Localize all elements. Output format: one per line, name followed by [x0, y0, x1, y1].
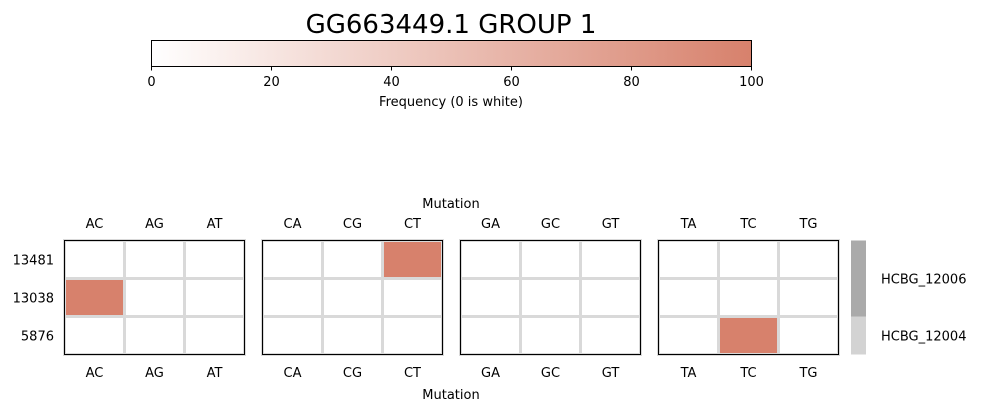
column-label-top: TG [798, 217, 817, 232]
colorbar-tick-label: 80 [623, 75, 640, 90]
heatmap-cell [183, 315, 246, 356]
column-label-bottom: TC [739, 366, 756, 381]
column-label-bottom: AT [207, 366, 223, 381]
heatmap-cell [63, 239, 126, 280]
column-label-bottom: AC [86, 366, 104, 381]
column-label-top: GT [602, 217, 620, 232]
heatmap-cell [321, 315, 384, 356]
column-label-bottom: AG [145, 366, 164, 381]
colorbar-label: Frequency (0 is white) [379, 95, 523, 110]
column-label-bottom: GC [541, 366, 560, 381]
group-bar [851, 316, 866, 355]
panel-frame [658, 240, 839, 355]
row-label: 5876 [21, 330, 54, 345]
group-label: HCBG_12006 [881, 273, 966, 288]
column-label-top: GA [481, 217, 500, 232]
column-label-bottom: TG [798, 366, 817, 381]
colorbar-gradient [151, 40, 752, 67]
heatmap-cell [123, 239, 186, 280]
heatmap-cell [381, 239, 444, 280]
column-label-bottom: CA [284, 366, 302, 381]
heatmap-cell [657, 277, 720, 318]
heatmap-cell [261, 277, 324, 318]
colorbar-tick-label: 20 [263, 75, 280, 90]
colorbar-tick-label: 100 [739, 75, 764, 90]
colorbar-tick-label: 0 [147, 75, 155, 90]
heatmap-cell [63, 277, 126, 318]
heatmap-cell [183, 277, 246, 318]
colorbar-tick-label: 40 [383, 75, 400, 90]
colorbar: 0 20 40 60 80 100 Frequency (0 is white) [147, 40, 764, 110]
heatmap-cell [123, 277, 186, 318]
heatmap-cell [717, 239, 780, 280]
column-label-top: AC [86, 217, 104, 232]
colorbar-tick-label: 60 [503, 75, 520, 90]
heatmap-cell [579, 277, 642, 318]
column-label-top: CA [284, 217, 302, 232]
x-axis-title-bottom: Mutation [422, 388, 479, 403]
column-label-top: CG [343, 217, 362, 232]
heatmap-cell [381, 315, 444, 356]
column-label-top: GC [541, 217, 560, 232]
heatmap-cell [459, 239, 522, 280]
column-label-top: TA [680, 217, 697, 232]
column-label-top: AG [145, 217, 164, 232]
row-label: 13481 [13, 254, 54, 269]
heatmap-cell [519, 239, 582, 280]
column-label-bottom: TA [680, 366, 697, 381]
heatmap-cell [183, 239, 246, 280]
column-label-top: AT [207, 217, 223, 232]
heatmap-panel: TA TA TC TC TG TG [657, 217, 840, 381]
heatmap-cell [381, 277, 444, 318]
chart-title: GG663449.1 GROUP 1 [306, 10, 597, 40]
heatmap-cell [519, 315, 582, 356]
group-label: HCBG_12004 [881, 330, 966, 345]
heatmap-cell [459, 315, 522, 356]
heatmap-cell [321, 239, 384, 280]
heatmap-cell [579, 315, 642, 356]
panel-frame [64, 240, 245, 355]
panel-frame [460, 240, 641, 355]
heatmap-cell [459, 277, 522, 318]
row-label: 13038 [13, 292, 54, 307]
column-label-bottom: GA [481, 366, 500, 381]
heatmap-cell [123, 315, 186, 356]
column-label-bottom: CT [404, 366, 421, 381]
heatmap-panel: GA GA GC GC GT GT [459, 217, 642, 381]
column-label-bottom: CG [343, 366, 362, 381]
column-label-bottom: GT [602, 366, 620, 381]
x-axis-title-top: Mutation [422, 197, 479, 212]
column-label-top: CT [404, 217, 421, 232]
heatmap-cell [777, 277, 840, 318]
heatmap-cell [777, 315, 840, 356]
heatmap-cell [321, 277, 384, 318]
heatmap-cell [657, 239, 720, 280]
panel-frame [262, 240, 443, 355]
heatmap-cell [261, 315, 324, 356]
heatmap-cell [657, 315, 720, 356]
heatmap-cell [519, 277, 582, 318]
heatmap-panel: CA CA CG CG CT CT [261, 217, 444, 381]
heatmap-cell [717, 315, 780, 356]
heatmap-cell [717, 277, 780, 318]
heatmap-panel: AC AC AG AG AT AT [63, 217, 246, 381]
heatmap-cell [261, 239, 324, 280]
column-label-top: TC [739, 217, 756, 232]
heatmap-cell [777, 239, 840, 280]
heatmap-cell [63, 315, 126, 356]
heatmap-cell [579, 239, 642, 280]
group-bar [851, 240, 866, 317]
